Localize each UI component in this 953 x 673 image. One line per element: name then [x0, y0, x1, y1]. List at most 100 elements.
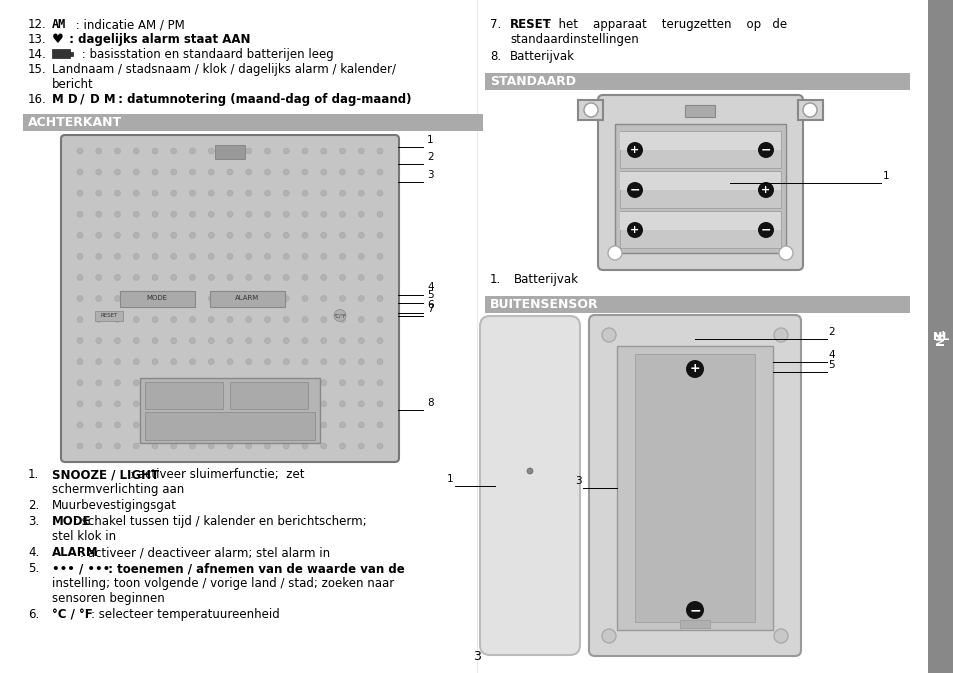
Text: 4: 4 — [427, 283, 434, 293]
Circle shape — [376, 253, 382, 259]
Bar — [214, 145, 245, 159]
Circle shape — [376, 338, 382, 344]
Circle shape — [95, 443, 102, 449]
Circle shape — [376, 443, 382, 449]
Circle shape — [171, 316, 176, 322]
Circle shape — [152, 380, 158, 386]
Circle shape — [114, 422, 120, 428]
Circle shape — [779, 246, 792, 260]
Text: +: + — [630, 145, 639, 155]
Bar — [619, 132, 781, 150]
Circle shape — [283, 211, 289, 217]
Text: Landnaam / stadsnaam / klok / dagelijks alarm / kalender/: Landnaam / stadsnaam / klok / dagelijks … — [52, 63, 395, 76]
Circle shape — [264, 148, 271, 154]
FancyBboxPatch shape — [479, 316, 579, 655]
Bar — [140, 378, 319, 443]
Circle shape — [77, 232, 83, 238]
Text: /: / — [76, 93, 89, 106]
Circle shape — [227, 169, 233, 175]
Circle shape — [190, 401, 195, 407]
Circle shape — [190, 190, 195, 196]
Circle shape — [302, 359, 308, 365]
Circle shape — [77, 295, 83, 302]
Circle shape — [264, 275, 271, 281]
Circle shape — [77, 253, 83, 259]
Bar — [679, 620, 709, 628]
Circle shape — [190, 359, 195, 365]
Circle shape — [171, 443, 176, 449]
Text: : indicatie AM / PM: : indicatie AM / PM — [71, 18, 185, 31]
Circle shape — [95, 295, 102, 302]
Bar — [617, 346, 772, 630]
Circle shape — [114, 338, 120, 344]
Text: °C/°F: °C/°F — [334, 313, 346, 318]
Text: SNOOZE / LIGHT: SNOOZE / LIGHT — [52, 468, 159, 481]
Bar — [797, 100, 822, 120]
Bar — [927, 0, 953, 673]
Circle shape — [626, 142, 642, 158]
Circle shape — [283, 253, 289, 259]
Circle shape — [283, 338, 289, 344]
Circle shape — [152, 422, 158, 428]
Text: 2: 2 — [427, 152, 434, 162]
FancyBboxPatch shape — [588, 315, 801, 656]
Circle shape — [133, 169, 139, 175]
Circle shape — [133, 316, 139, 322]
Circle shape — [95, 253, 102, 259]
Text: 1: 1 — [446, 474, 453, 484]
Circle shape — [133, 295, 139, 302]
Circle shape — [264, 422, 271, 428]
Circle shape — [190, 380, 195, 386]
Text: +: + — [760, 185, 770, 195]
Circle shape — [283, 275, 289, 281]
Text: 2.: 2. — [28, 499, 39, 512]
Bar — [619, 211, 781, 248]
Bar — [120, 291, 194, 306]
Circle shape — [246, 253, 252, 259]
Circle shape — [190, 338, 195, 344]
Bar — [619, 131, 781, 168]
Circle shape — [171, 232, 176, 238]
Circle shape — [264, 169, 271, 175]
Circle shape — [95, 316, 102, 322]
Circle shape — [133, 359, 139, 365]
Circle shape — [190, 275, 195, 281]
Circle shape — [227, 211, 233, 217]
Text: STANDAARD: STANDAARD — [490, 75, 576, 88]
Circle shape — [339, 169, 345, 175]
Circle shape — [152, 401, 158, 407]
Circle shape — [190, 211, 195, 217]
Circle shape — [95, 338, 102, 344]
Circle shape — [95, 359, 102, 365]
Circle shape — [208, 211, 214, 217]
Text: 1: 1 — [427, 135, 434, 145]
Text: 5.: 5. — [28, 562, 39, 575]
Circle shape — [302, 443, 308, 449]
Circle shape — [227, 295, 233, 302]
Text: : dagelijks alarm staat AAN: : dagelijks alarm staat AAN — [65, 33, 251, 46]
Text: °C / °F: °C / °F — [52, 608, 92, 621]
Circle shape — [320, 380, 327, 386]
Circle shape — [114, 401, 120, 407]
Circle shape — [302, 275, 308, 281]
Circle shape — [208, 232, 214, 238]
Text: schermverlichting aan: schermverlichting aan — [52, 483, 184, 496]
Circle shape — [246, 316, 252, 322]
Text: 14.: 14. — [28, 48, 47, 61]
Circle shape — [246, 169, 252, 175]
Circle shape — [376, 148, 382, 154]
Circle shape — [133, 190, 139, 196]
Circle shape — [607, 246, 621, 260]
Text: 7.: 7. — [490, 18, 500, 31]
Circle shape — [320, 443, 327, 449]
Circle shape — [283, 190, 289, 196]
Circle shape — [320, 211, 327, 217]
Circle shape — [171, 359, 176, 365]
Circle shape — [376, 359, 382, 365]
Circle shape — [320, 316, 327, 322]
Circle shape — [227, 253, 233, 259]
Text: : selecteer temperatuureenheid: : selecteer temperatuureenheid — [91, 608, 279, 621]
Circle shape — [264, 253, 271, 259]
Circle shape — [208, 380, 214, 386]
Text: instelling; toon volgende / vorige land / stad; zoeken naar: instelling; toon volgende / vorige land … — [52, 577, 394, 590]
